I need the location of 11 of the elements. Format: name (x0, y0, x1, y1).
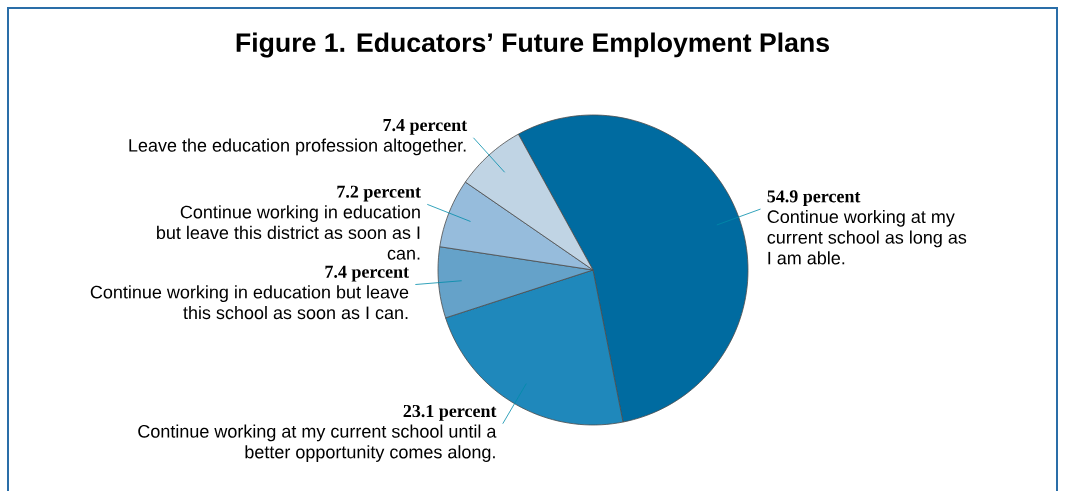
chart-title: Figure 1. Educators’ Future Employment Plans (236, 32, 829, 58)
data-label: 7.4 percent (325, 265, 410, 282)
slice-label: Continue working in education but leave this district as soon as I can. (157, 205, 420, 260)
data-label: 54.9 percent (767, 190, 861, 207)
data-label: 23.1 percent (403, 404, 497, 421)
data-label: 7.4 percent (383, 119, 468, 135)
slice-label: Continue working in education but leave this school as soon as I can. (90, 285, 409, 320)
data-label: 7.2 percent (337, 185, 421, 202)
slice-label: Leave the education profession altogether. (129, 138, 466, 156)
slice-label: Continue working at my current school as long as I am able. (767, 209, 967, 265)
slice-label: Continue working at my current school until a better opportunity comes along. (138, 424, 497, 462)
